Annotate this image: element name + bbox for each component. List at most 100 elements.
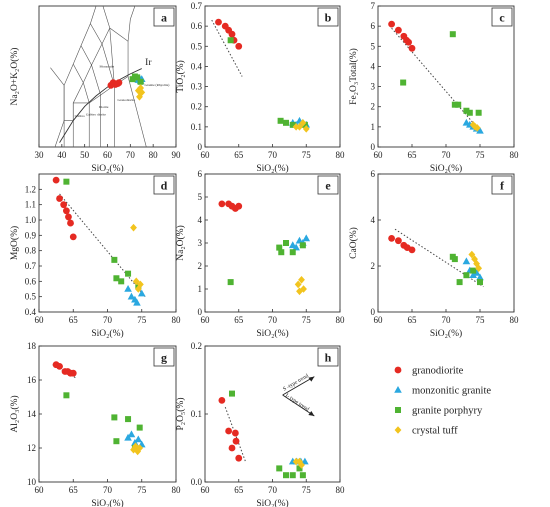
x-tick-label: 80 xyxy=(172,315,182,325)
data-point xyxy=(69,233,77,241)
x-tick-label: 75 xyxy=(137,485,147,495)
panel-letter-box xyxy=(153,175,175,195)
data-point xyxy=(277,117,284,124)
y-tick-label: 4 xyxy=(371,61,376,71)
panel-letter-box xyxy=(491,175,513,195)
x-tick-label: 80 xyxy=(510,315,520,325)
x-axis-label: SiO₂(%) xyxy=(91,163,123,174)
x-tick-label: 70 xyxy=(268,315,278,325)
data-point xyxy=(56,363,63,370)
x-axis-label: SiO₂(%) xyxy=(256,498,288,507)
data-point xyxy=(133,298,141,306)
data-point xyxy=(225,427,233,435)
x-tick-label: 80 xyxy=(336,315,346,325)
y-tick-label: 4 xyxy=(371,215,376,225)
data-point xyxy=(473,124,481,132)
panel-letter: b xyxy=(325,11,332,25)
data-point xyxy=(449,31,456,38)
y-axis-label: Na₂O+K₂O(%) xyxy=(9,48,20,106)
y-tick-label: 10 xyxy=(27,477,37,487)
data-point xyxy=(232,437,240,445)
data-point xyxy=(127,430,136,438)
data-point xyxy=(468,250,476,259)
panel-letter: c xyxy=(499,11,505,25)
y-tick-label: 0.1 xyxy=(191,409,202,419)
y-tick-label: 7 xyxy=(371,1,376,11)
data-point xyxy=(463,107,470,114)
y-tick-label: 16 xyxy=(27,375,37,385)
panel-letter-box xyxy=(153,7,175,27)
x-tick-label: 75 xyxy=(302,315,312,325)
data-point xyxy=(231,429,239,437)
y-tick-label: 0.7 xyxy=(191,1,203,11)
y-tick-label: 0.0 xyxy=(191,477,203,487)
data-point xyxy=(115,79,123,87)
data-point xyxy=(67,219,74,227)
data-point xyxy=(301,457,309,465)
data-point xyxy=(134,285,142,293)
x-tick-label: 40 xyxy=(57,150,67,160)
classification-field-line xyxy=(109,27,129,42)
y-tick-label: 6 xyxy=(371,169,376,179)
data-point xyxy=(400,79,407,86)
trend-line xyxy=(391,27,481,132)
y-tick-label: 0 xyxy=(198,142,203,152)
i-type-trend-label: I- type trend xyxy=(284,393,310,413)
y-tick-label: 0.2 xyxy=(191,102,202,112)
data-point xyxy=(215,18,222,26)
y-tick-label: 3 xyxy=(371,82,376,92)
x-axis-label: SiO₂(%) xyxy=(256,328,288,339)
y-tick-label: 18 xyxy=(27,341,37,351)
plot-frame xyxy=(38,5,177,148)
legend-item: granite porphyry xyxy=(395,406,483,417)
field-label: Diorite xyxy=(99,105,109,109)
y-axis-label: TiO₂(%) xyxy=(175,60,186,93)
panel-e: 60 65 70 75 80 0 1 2 3 4 5 6 SiO₂(%) Na₂O(%) e xyxy=(175,169,345,339)
data-point xyxy=(63,178,70,185)
y-tick-label: 0.2 xyxy=(191,341,202,351)
series-granite-porphyry xyxy=(129,73,144,85)
data-point xyxy=(302,125,310,133)
y-tick-label: 0.7 xyxy=(25,261,37,271)
series-granodiorite xyxy=(107,79,123,89)
data-point xyxy=(65,213,72,221)
x-axis-label: SiO₂(%) xyxy=(430,328,462,339)
data-point xyxy=(132,442,139,451)
x-tick-label: 80 xyxy=(510,150,520,160)
panel-letter: g xyxy=(161,351,167,365)
y-tick-label: 0.1 xyxy=(191,122,202,132)
data-point xyxy=(113,438,120,445)
panel-f: 60 65 70 75 80 0 2 4 6 SiO₂(%) CaO(%) f xyxy=(348,169,519,339)
classification-field-line xyxy=(102,5,115,86)
data-point xyxy=(235,202,243,210)
y-tick-label: 0.5 xyxy=(191,41,203,51)
data-point xyxy=(296,457,303,466)
data-point xyxy=(283,119,289,126)
data-point xyxy=(298,276,305,284)
data-point xyxy=(63,207,70,215)
x-tick-label: 75 xyxy=(137,315,147,325)
y-axis-label: Na₂O(%) xyxy=(175,225,186,261)
panel-letter: h xyxy=(325,351,332,365)
legend-label: crystal tuff xyxy=(412,426,458,437)
data-point xyxy=(475,264,483,273)
data-point xyxy=(137,78,144,85)
data-point xyxy=(130,223,137,232)
plot-frame xyxy=(204,173,341,313)
data-point xyxy=(134,74,141,81)
x-tick-label: 70 xyxy=(442,315,452,325)
series-crystal-tuff xyxy=(292,119,310,133)
series-crystal-tuff xyxy=(468,250,483,273)
classification-field-line xyxy=(127,5,136,77)
x-tick-label: 75 xyxy=(302,150,312,160)
x-tick-label: 70 xyxy=(103,315,113,325)
y-tick-label: 0 xyxy=(371,307,376,317)
panel-letter-box xyxy=(491,7,513,27)
data-point xyxy=(299,472,306,479)
x-axis-label: SiO₂(%) xyxy=(91,328,123,339)
s-type-trend-arrow xyxy=(282,376,315,396)
panel-letter-box xyxy=(317,175,339,195)
y-tick-label: 4 xyxy=(198,215,203,225)
legend-item: crystal tuff xyxy=(394,426,458,437)
